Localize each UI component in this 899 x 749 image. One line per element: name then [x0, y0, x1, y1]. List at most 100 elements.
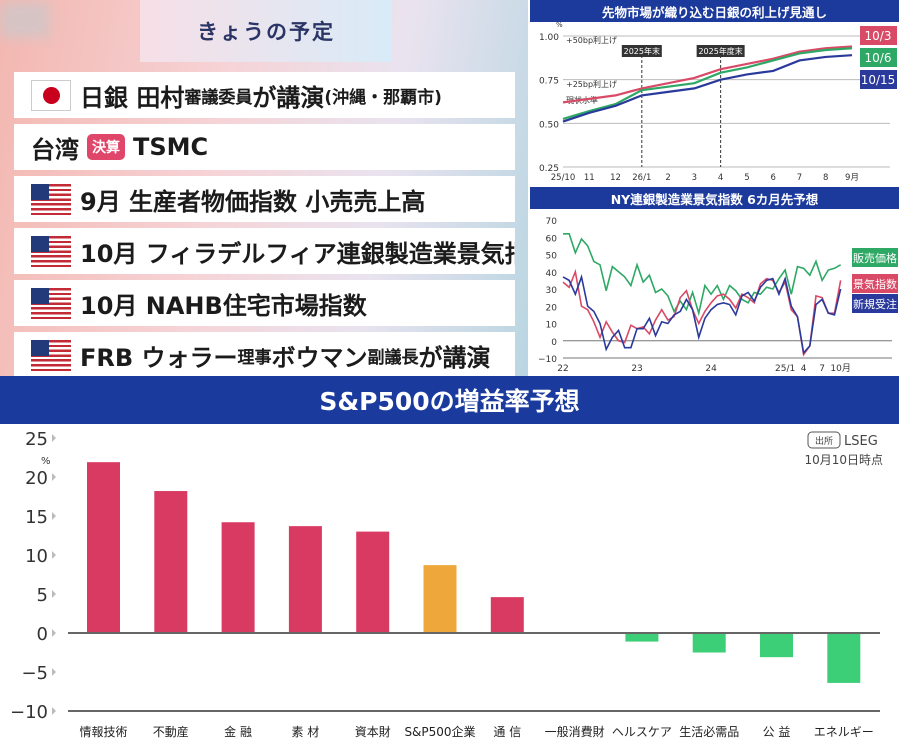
bar: [288, 526, 322, 633]
bar: [827, 633, 861, 683]
source-label: 出所: [815, 435, 833, 447]
blurred-logo: [0, 2, 50, 38]
x-tick-label: 5: [744, 173, 749, 183]
marker-box: [696, 45, 745, 57]
y-tick-label: 1.00: [539, 33, 559, 43]
series-label-box: [852, 248, 898, 267]
earnings-badge: 決算: [87, 134, 125, 160]
tick-arrow-icon: [52, 473, 56, 481]
y-tick-label: 10: [546, 321, 558, 331]
bar: [87, 462, 120, 633]
x-tick-label: S&P500企業: [404, 724, 475, 739]
y-unit: %: [556, 21, 563, 29]
schedule-text: 審議委員: [184, 87, 253, 108]
series-label: 10/6: [865, 51, 892, 65]
x-tick-label: 23: [631, 364, 642, 374]
x-tick-label: 4: [801, 364, 807, 374]
us-flag-icon: [31, 339, 71, 371]
x-tick-label: 8: [823, 173, 828, 183]
schedule-text: ボウマン: [271, 343, 368, 372]
bar: [692, 633, 726, 653]
series-label-box: [852, 274, 898, 293]
x-tick-label: ヘルスケア: [612, 725, 672, 739]
y-tick-label: 60: [546, 234, 558, 244]
x-tick-label: 12: [610, 173, 621, 183]
y-tick-label: 50: [546, 252, 558, 262]
tick-arrow-icon: [52, 707, 56, 715]
schedule-text: 台湾: [31, 135, 79, 164]
x-tick-label: 10月: [830, 363, 850, 374]
y-tick-label: 10: [25, 546, 48, 567]
x-tick-label: エネルギー: [814, 725, 874, 739]
annotation: +25bp利上げ: [566, 79, 617, 89]
series-label-box: [860, 70, 897, 89]
tick-arrow-icon: [52, 668, 56, 676]
series-line-1: [562, 47, 853, 121]
series-label: 景気指数: [853, 277, 897, 291]
series-line-0: [563, 232, 842, 317]
x-tick-label: 22: [557, 364, 568, 374]
bar: [356, 531, 390, 633]
sp500-chart-title: S&P500の増益率予想: [0, 376, 899, 424]
schedule-text: TSMC: [133, 133, 209, 161]
y-tick-label: 0.50: [539, 120, 559, 130]
x-tick-label: 不動産: [153, 724, 189, 739]
x-tick-label: 25/10: [551, 173, 576, 183]
series-label-box: [860, 26, 897, 45]
tick-arrow-icon: [52, 434, 56, 442]
tick-arrow-icon: [52, 590, 56, 598]
series-line-2: [562, 54, 853, 123]
series-label: 10/15: [861, 73, 896, 87]
chart-title: NY連銀製造業景気指数 6カ月先予想: [530, 187, 899, 209]
series-label-box: [860, 48, 897, 67]
x-tick-label: 金 融: [224, 724, 252, 739]
japan-flag-icon: [31, 79, 71, 111]
y-tick-label: 0.75: [539, 77, 559, 87]
series-label: 新規受注: [853, 297, 897, 311]
series-label: 10/3: [865, 29, 892, 43]
tick-arrow-icon: [52, 512, 56, 520]
marker-box: [621, 45, 662, 57]
us-flag-icon: [31, 287, 71, 319]
x-tick-label: 24: [705, 364, 717, 374]
x-tick-label: 11: [584, 173, 595, 183]
x-tick-label: 資本財: [355, 724, 391, 739]
series-label-box: [852, 294, 898, 313]
x-tick-label: 4: [718, 173, 723, 183]
annotation: +50bp利上げ: [566, 35, 617, 45]
y-tick-label: 40: [546, 269, 558, 279]
bar: [154, 491, 188, 633]
schedule-text: 9月 生産者物価指数 小売売上高: [80, 187, 426, 216]
us-flag-icon: [31, 183, 71, 215]
y-tick-label: 0: [37, 624, 48, 645]
y-unit: %: [41, 456, 51, 467]
series-line-0: [562, 45, 853, 104]
tick-arrow-icon: [52, 551, 56, 559]
y-tick-label: 0.25: [539, 164, 559, 174]
bar: [221, 522, 255, 633]
boj-rate-chart-panel: 先物市場が織り込む日銀の利上げ見通し 1.00 0.75 0.50 0.25% +50b…: [530, 0, 899, 185]
source-name: LSEG: [844, 434, 878, 449]
schedule-item: 9月 生産者物価指数 小売売上高: [14, 176, 515, 222]
y-tick-label: 5: [37, 585, 48, 606]
series-line-2: [562, 273, 842, 355]
schedule-item: 台湾 決算 TSMC: [14, 124, 515, 170]
schedule-item: FRB ウォラー 理事 ボウマン 副議長 が講演: [14, 332, 515, 378]
schedule-text: が講演: [418, 343, 491, 372]
x-tick-label: 通 信: [493, 725, 521, 739]
schedule-title: きょうの予定: [140, 0, 392, 62]
bar: [760, 633, 793, 658]
y-tick-label: 25: [25, 429, 48, 450]
x-tick-label: 9月: [845, 173, 859, 183]
y-tick-label: 30: [546, 286, 558, 296]
y-tick-label: 70: [546, 217, 558, 227]
y-tick-label: −10: [10, 702, 48, 723]
chart-title: 先物市場が織り込む日銀の利上げ見通し: [530, 0, 899, 22]
bar: [625, 633, 659, 642]
x-tick-label: 生活必需品: [679, 725, 739, 739]
x-tick-label: 26/1: [632, 173, 651, 183]
schedule-item: 10月 フィラデルフィア連銀製造業景気指数: [14, 228, 515, 274]
boj-rate-chart: 1.000.750.500.25%+50bp利上げ+25bp利上げ現状水準25/…: [539, 21, 897, 183]
schedule-item: 10月 NAHB住宅市場指数: [14, 280, 515, 326]
